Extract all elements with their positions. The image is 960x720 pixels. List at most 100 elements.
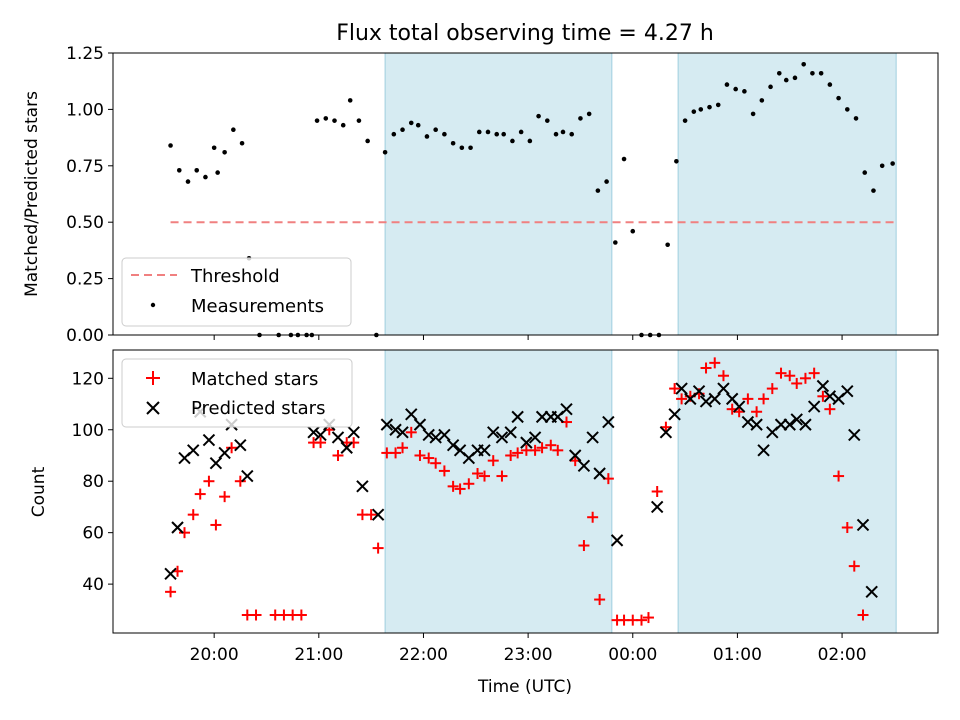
legend-measurements-swatch [150, 302, 156, 308]
measurement-point [827, 82, 833, 87]
measurement-point [424, 134, 430, 139]
y-tick-label: 0.50 [66, 213, 104, 233]
predicted-star-point [708, 392, 721, 406]
predicted-star-point [783, 418, 796, 431]
measurement-point [340, 122, 346, 128]
bottom-x-ticks: 20:00 21:00 22:00 23:00 00:00 01:00 02:00 [190, 633, 867, 665]
matched-star-point [332, 449, 344, 461]
predicted-star-point [528, 431, 542, 444]
predicted-star-point [429, 431, 442, 444]
predicted-star-point [478, 444, 491, 457]
measurement-point [586, 111, 592, 117]
measurement-point [845, 107, 850, 112]
predicted-star-point [717, 382, 730, 395]
x-tick-label: 22:00 [399, 645, 448, 665]
bottom-legend: Matched stars Predicted stars [121, 358, 353, 428]
matched-star-point [635, 614, 647, 626]
matched-star-point [226, 442, 238, 454]
matched-star-point [454, 483, 466, 495]
predicted-star-point [405, 408, 418, 421]
matched-star-point [348, 437, 360, 449]
predicted-star-point [520, 436, 533, 449]
x-tick-label: 00:00 [608, 645, 657, 665]
y-tick-label: 0.00 [66, 326, 104, 346]
matched-star-point [784, 370, 796, 382]
predicted-star-point [865, 585, 878, 599]
matched-star-point [775, 367, 787, 379]
predicted-star-point [422, 428, 435, 442]
measurement-point [222, 149, 227, 155]
matched-star-point [472, 467, 484, 479]
top-y-ticks: 0.00 0.25 0.50 0.75 1.00 1.25 [66, 44, 113, 346]
legend-threshold-label: Threshold [190, 266, 280, 287]
predicted-star-point [495, 431, 509, 444]
y-tick-label: 1.25 [66, 44, 104, 64]
y-tick-label: 100 [72, 421, 104, 441]
x-tick-label: 02:00 [818, 645, 867, 665]
matched-star-point [219, 491, 231, 503]
matched-star-point [758, 393, 770, 405]
matched-star-point [372, 542, 384, 554]
shaded-span [677, 52, 897, 336]
predicted-star-point [610, 534, 624, 547]
matched-star-point [651, 486, 663, 497]
top-panel: 0.00 0.25 0.50 0.75 1.00 1.25 Matched/Predict… [22, 44, 939, 346]
chart-title: Flux total observing time = 4.27 h [336, 21, 714, 46]
measurement-point [783, 77, 789, 83]
measurement-points [168, 61, 895, 338]
predicted-star-point [356, 480, 369, 493]
predicted-star-point [218, 446, 231, 460]
measurement-point [215, 170, 220, 175]
matched-star-point [397, 442, 409, 454]
x-tick-label: 21:00 [294, 645, 343, 665]
bottom-legend-box [121, 358, 353, 428]
measurement-point [818, 71, 824, 76]
matched-star-point [529, 444, 541, 456]
predicted-star-point [675, 382, 688, 395]
measurement-point [768, 84, 773, 90]
y-tick-label: 120 [72, 369, 104, 389]
predicted-star-point [171, 521, 184, 534]
predicted-star-point [371, 508, 385, 521]
predicted-star-point [692, 384, 706, 398]
measurement-point [314, 118, 320, 123]
legend-matched-swatch [146, 371, 160, 385]
measurement-point [810, 71, 815, 76]
predicted-star-point [560, 402, 573, 416]
matched-star-point [487, 455, 499, 467]
matched-star-point [234, 475, 246, 487]
measurement-point [578, 116, 583, 121]
predicted-star-point [340, 441, 353, 454]
matched-star-point [423, 452, 435, 464]
matched-star-point [536, 442, 548, 454]
x-tick-label: 01:00 [713, 645, 762, 665]
predicted-star-point [848, 428, 861, 442]
predicted-star-point [650, 500, 664, 514]
matched-star-point [594, 594, 606, 606]
top-legend-box [121, 257, 352, 327]
measurement-point [759, 98, 765, 103]
predicted-star-point [396, 426, 409, 439]
measurement-point [415, 122, 421, 128]
y-tick-label: 60 [82, 524, 104, 544]
y-tick-label: 0.25 [66, 270, 104, 290]
matched-star-point [438, 465, 450, 477]
measurement-point [501, 131, 506, 137]
matched-star-point [578, 540, 590, 552]
measurement-point [176, 168, 182, 173]
bottom-y-axis-label: Count [29, 466, 49, 517]
measurement-point [621, 156, 627, 162]
matched-star-point [642, 612, 654, 624]
predicted-star-point [593, 467, 606, 480]
matched-star-point [660, 421, 672, 433]
matched-star-point [479, 470, 491, 482]
measurement-point [365, 138, 370, 144]
matched-star-point [447, 480, 459, 492]
predicted-star-point [790, 413, 803, 426]
measurement-point [185, 179, 191, 184]
measurement-point [750, 111, 756, 117]
matched-star-point [194, 488, 206, 500]
measurement-point [630, 228, 636, 234]
shaded-span [384, 52, 613, 336]
